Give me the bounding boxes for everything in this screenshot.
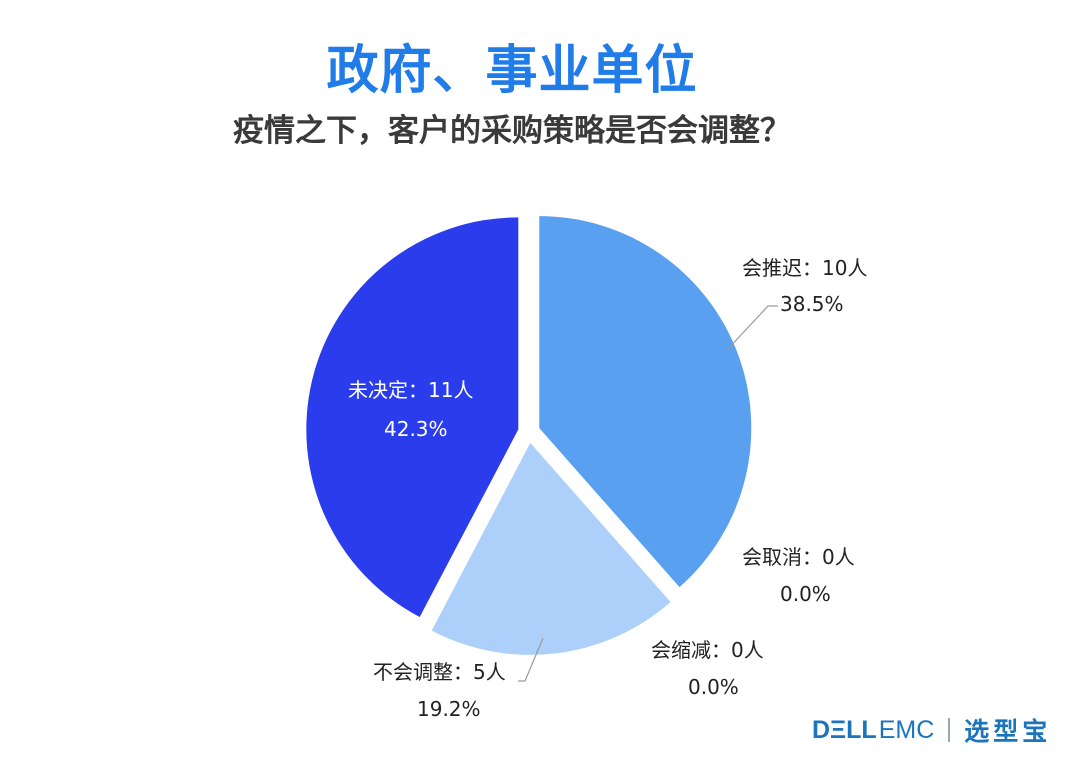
label-nochange-name: 不会调整：5人	[373, 660, 506, 684]
brand-logo: DΞLL EMC 选型宝	[812, 713, 1051, 747]
emc-logo: EMC	[878, 715, 935, 744]
slice-nochange	[431, 442, 671, 655]
slice-postpone	[539, 216, 752, 588]
slice-undecided	[306, 217, 519, 618]
label-cancel-pct: 0.0%	[780, 582, 831, 606]
label-undecided-pct: 42.3%	[384, 417, 448, 441]
selector-logo: 选型宝	[964, 718, 1052, 746]
label-reduce-name: 会缩减：0人	[651, 638, 764, 662]
label-cancel-name: 会取消：0人	[742, 545, 855, 569]
label-undecided-name: 未决定：11人	[348, 378, 473, 402]
dell-logo: DΞLL	[812, 715, 877, 744]
brand-divider	[948, 718, 951, 742]
chart-subtitle: 疫情之下，客户的采购策略是否会调整？	[233, 113, 791, 149]
leader-nochange	[518, 637, 544, 682]
leader-postpone	[726, 305, 778, 351]
label-postpone-pct: 38.5%	[780, 292, 844, 316]
label-reduce-pct: 0.0%	[688, 675, 739, 699]
chart-title: 政府、事业单位	[326, 41, 698, 101]
label-postpone-name: 会推迟：10人	[742, 256, 867, 280]
label-nochange-pct: 19.2%	[417, 697, 481, 721]
